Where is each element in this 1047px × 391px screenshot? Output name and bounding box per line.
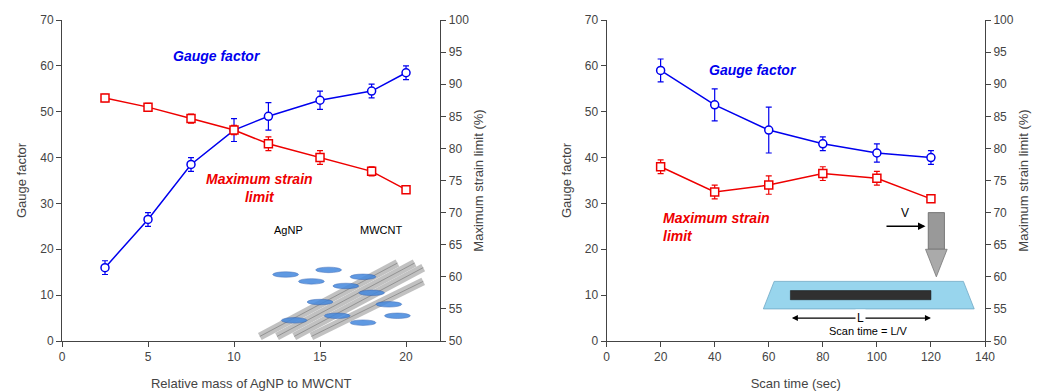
svg-text:70: 70 [449,206,463,220]
svg-text:95: 95 [449,45,463,59]
svg-text:Gauge factor: Gauge factor [709,62,797,78]
svg-text:85: 85 [993,110,1007,124]
svg-text:70: 70 [40,13,54,27]
svg-text:120: 120 [921,350,941,364]
svg-text:Scan time = L/V: Scan time = L/V [829,325,908,337]
svg-text:Maximum strain limit (%): Maximum strain limit (%) [471,109,486,251]
svg-text:80: 80 [449,142,463,156]
svg-text:75: 75 [993,174,1007,188]
svg-text:60: 60 [993,270,1007,284]
svg-text:30: 30 [40,197,54,211]
svg-text:60: 60 [585,59,599,73]
svg-text:Gauge factor: Gauge factor [14,142,29,218]
svg-text:Gauge factor: Gauge factor [559,142,574,218]
svg-text:0: 0 [603,350,610,364]
svg-text:40: 40 [585,151,599,165]
svg-text:0: 0 [591,334,598,348]
svg-text:140: 140 [975,350,995,364]
svg-text:50: 50 [40,105,54,119]
svg-text:Maximum strainlimit: Maximum strainlimit [663,210,770,244]
svg-text:85: 85 [449,110,463,124]
svg-text:80: 80 [816,350,830,364]
svg-text:0: 0 [47,334,54,348]
svg-text:55: 55 [449,302,463,316]
svg-text:MWCNT: MWCNT [360,224,402,236]
svg-text:Scan time (sec): Scan time (sec) [751,376,841,391]
svg-text:AgNP: AgNP [274,224,303,236]
svg-text:90: 90 [449,77,463,91]
svg-text:20: 20 [654,350,668,364]
svg-text:100: 100 [993,13,1013,27]
svg-text:75: 75 [449,174,463,188]
svg-text:Maximum strain limit (%): Maximum strain limit (%) [1016,109,1031,251]
svg-text:60: 60 [40,59,54,73]
svg-text:65: 65 [449,238,463,252]
svg-text:60: 60 [449,270,463,284]
svg-text:20: 20 [399,350,413,364]
svg-text:65: 65 [993,238,1007,252]
svg-text:20: 20 [40,242,54,256]
svg-text:50: 50 [449,334,463,348]
svg-text:95: 95 [993,45,1007,59]
svg-text:10: 10 [585,288,599,302]
svg-text:70: 70 [993,206,1007,220]
svg-text:70: 70 [585,13,599,27]
svg-text:55: 55 [993,302,1007,316]
svg-text:100: 100 [867,350,887,364]
svg-text:50: 50 [585,105,599,119]
svg-text:30: 30 [585,197,599,211]
svg-text:60: 60 [762,350,776,364]
svg-text:90: 90 [993,77,1007,91]
svg-text:80: 80 [993,142,1007,156]
svg-text:10: 10 [227,350,241,364]
svg-text:10: 10 [40,288,54,302]
svg-text:20: 20 [585,242,599,256]
svg-text:Gauge factor: Gauge factor [173,48,261,64]
svg-text:15: 15 [313,350,327,364]
svg-text:V: V [901,206,909,220]
svg-text:Maximum strainlimit: Maximum strainlimit [206,171,313,205]
svg-text:0: 0 [59,350,66,364]
svg-text:100: 100 [449,13,469,27]
svg-text:L: L [857,311,864,325]
svg-text:Relative mass of AgNP to MWCNT: Relative mass of AgNP to MWCNT [151,376,352,391]
svg-text:50: 50 [993,334,1007,348]
svg-text:40: 40 [40,151,54,165]
svg-text:5: 5 [145,350,152,364]
svg-text:40: 40 [708,350,722,364]
